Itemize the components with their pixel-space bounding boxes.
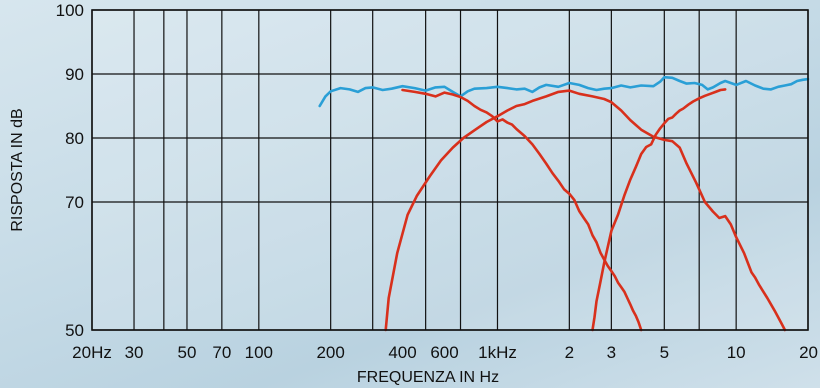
x-tick-label: 1kHz — [478, 343, 517, 362]
x-tick-label: 400 — [388, 343, 416, 362]
y-axis-title: RISPOSTA IN dB — [9, 108, 26, 231]
plot-area — [92, 10, 808, 330]
series-line-2 — [384, 89, 787, 332]
x-tick-label: 30 — [125, 343, 144, 362]
y-tick-labels: 100 90 80 70 50 — [56, 1, 84, 340]
y-tick-label: 90 — [65, 65, 84, 84]
x-tick-label: 100 — [245, 343, 273, 362]
x-tick-label: 20Hz — [72, 343, 112, 362]
x-tick-label: 50 — [178, 343, 197, 362]
x-tick-label: 20 — [799, 343, 818, 362]
x-axis-title: FREQUENZA IN Hz — [357, 369, 499, 386]
series-layer — [318, 75, 810, 332]
x-tick-labels: 20Hz 30 50 70 100 200 400 600 1kHz 2 3 5 10 20 — [72, 343, 818, 362]
y-tick-label: 50 — [65, 321, 84, 340]
y-tick-label: 70 — [65, 193, 84, 212]
y-tick-label: 80 — [65, 129, 84, 148]
x-tick-label: 600 — [430, 343, 458, 362]
x-tick-label: 10 — [727, 343, 746, 362]
series-line-1 — [318, 75, 810, 108]
y-tick-label: 100 — [56, 1, 84, 20]
series-line-3 — [401, 88, 643, 332]
x-tick-label: 70 — [212, 343, 231, 362]
x-tick-label: 5 — [660, 343, 669, 362]
plot-frame — [91, 9, 809, 331]
x-tick-label: 200 — [316, 343, 344, 362]
x-tick-label: 3 — [607, 343, 616, 362]
series-line-4 — [591, 88, 727, 332]
x-tick-label: 2 — [565, 343, 574, 362]
